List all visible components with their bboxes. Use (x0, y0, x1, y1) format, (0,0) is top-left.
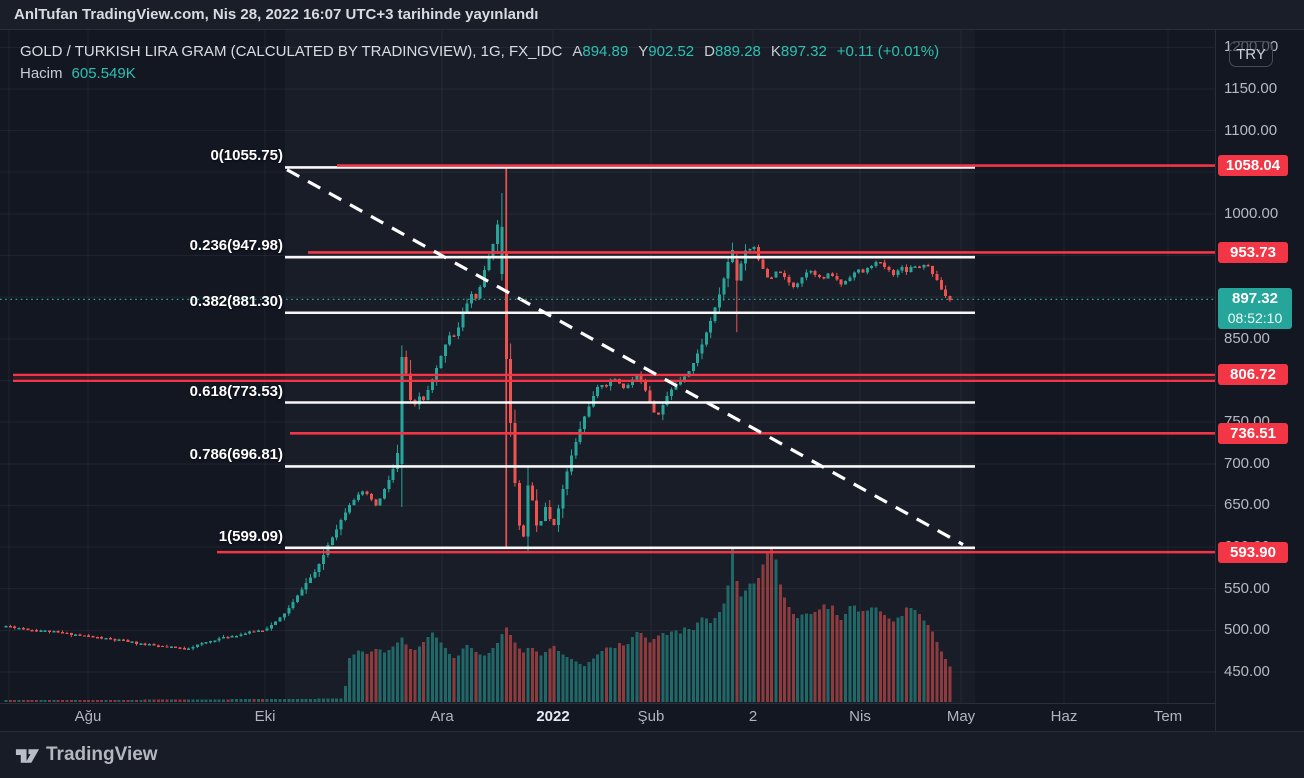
tradingview-brand-text[interactable]: TradingView (46, 744, 158, 765)
time-tick-label: 2 (748, 708, 758, 725)
tradingview-logo-icon[interactable] (14, 746, 41, 766)
time-tick-label: Eki (254, 708, 276, 725)
price-tick-label: 850.00 (1224, 329, 1270, 347)
time-tick-label: May (946, 708, 976, 725)
price-axis[interactable]: 1200.001150.001100.001050.001000.00950.0… (1215, 30, 1304, 731)
alert-price-label[interactable]: 736.51 (1218, 422, 1288, 444)
currency-try-button[interactable]: TRY (1229, 41, 1273, 67)
price-chart-canvas[interactable] (0, 30, 1215, 703)
publish-info: AnlTufan TradingView.com, Nis 28, 2022 1… (14, 6, 539, 23)
alert-price-label[interactable]: 593.90 (1218, 541, 1288, 563)
alert-price-label[interactable]: 806.72 (1218, 364, 1288, 386)
time-axis[interactable]: Ağu Eki Ara 2022 Şub 2 Nis May Haz Tem (0, 703, 1304, 731)
publish-bar: AnlTufan TradingView.com, Nis 28, 2022 1… (0, 0, 1304, 30)
time-tick-label: Ara (430, 708, 454, 725)
alert-price-label[interactable]: 953.73 (1218, 241, 1288, 263)
price-tick-label: 650.00 (1224, 496, 1270, 514)
time-tick-label: Ağu (74, 708, 102, 725)
price-tick-label: 700.00 (1224, 454, 1270, 472)
chart-area: GOLD / TURKISH LIRA GRAM (CALCULATED BY … (0, 30, 1304, 731)
price-tick-label: 1000.00 (1224, 204, 1279, 222)
time-tick-label: 2022 (536, 708, 570, 725)
alert-price-label[interactable]: 1058.04 (1218, 155, 1288, 177)
price-tick-label: 1100.00 (1224, 121, 1278, 139)
time-tick-label: Haz (1050, 708, 1078, 725)
time-tick-label: Şub (637, 708, 665, 725)
price-tick-label: 550.00 (1224, 579, 1270, 597)
overlay-lines (0, 164, 1215, 554)
footer: TradingView (0, 731, 1304, 778)
current-price-label[interactable]: 897.32 08:52:10 (1218, 288, 1292, 330)
price-tick-label: 1150.00 (1224, 79, 1278, 97)
bar-countdown: 08:52:10 (1227, 310, 1283, 327)
price-tick-label: 500.00 (1224, 621, 1270, 639)
time-tick-label: Nis (849, 708, 871, 725)
current-price: 897.32 (1232, 290, 1278, 308)
price-tick-label: 450.00 (1224, 662, 1270, 680)
volume-bars (4, 548, 952, 702)
time-tick-label: Tem (1153, 708, 1183, 725)
